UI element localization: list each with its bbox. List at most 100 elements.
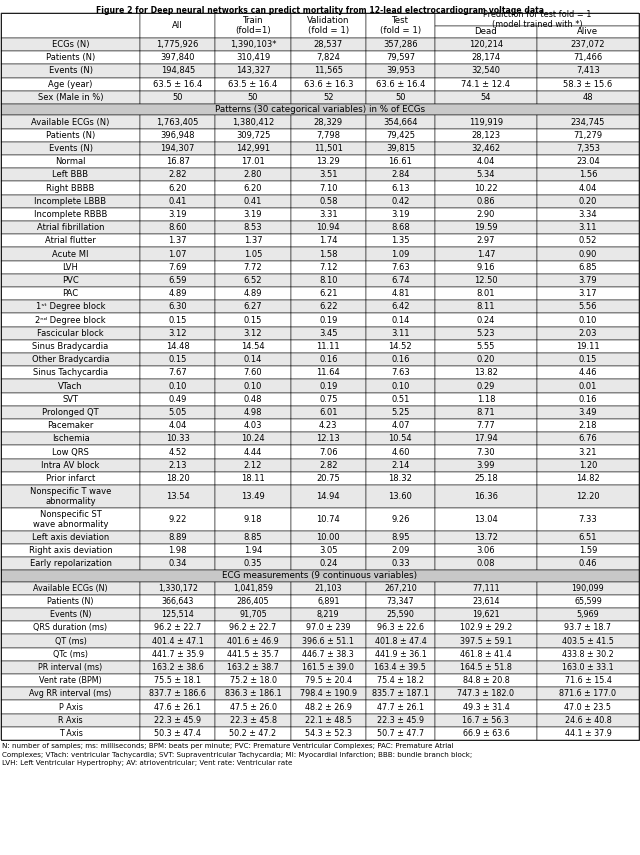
Text: 44.1 ± 37.9: 44.1 ± 37.9: [564, 729, 611, 738]
Text: Fascicular block: Fascicular block: [37, 329, 104, 338]
Text: 6.76: 6.76: [579, 434, 597, 444]
Bar: [1, 544, 140, 557]
Text: 8.01: 8.01: [477, 289, 495, 298]
Text: Nonspecific ST
wave abnormality: Nonspecific ST wave abnormality: [33, 510, 108, 528]
Bar: [216, 142, 291, 155]
Bar: [1, 674, 140, 687]
Bar: [435, 458, 537, 472]
Bar: [366, 608, 435, 622]
Text: 5.23: 5.23: [477, 329, 495, 338]
Bar: [140, 647, 216, 661]
Bar: [216, 287, 291, 300]
Bar: [216, 340, 291, 353]
Text: 20.75: 20.75: [316, 474, 340, 483]
Text: 4.89: 4.89: [168, 289, 187, 298]
Bar: [140, 472, 216, 485]
Text: 6,891: 6,891: [317, 597, 340, 606]
Text: 1,330,172: 1,330,172: [157, 584, 198, 593]
Text: N: number of samples; ms: milliseconds; BPM: beats per minute; PVC: Premature Ve: N: number of samples; ms: milliseconds; …: [2, 743, 454, 749]
Bar: [291, 300, 366, 314]
Bar: [140, 142, 216, 155]
Bar: [140, 445, 216, 458]
Text: 0.20: 0.20: [477, 355, 495, 364]
Text: 441.5 ± 35.7: 441.5 ± 35.7: [227, 650, 279, 658]
Bar: [537, 485, 639, 508]
Bar: [366, 142, 435, 155]
Bar: [537, 168, 639, 181]
Bar: [140, 608, 216, 622]
Text: 13.29: 13.29: [316, 157, 340, 166]
Bar: [1, 327, 140, 340]
Text: 0.51: 0.51: [391, 395, 410, 404]
Text: Nonspecific T wave
abnormality: Nonspecific T wave abnormality: [30, 487, 111, 506]
Bar: [435, 13, 639, 26]
Bar: [291, 261, 366, 274]
Text: 0.15: 0.15: [168, 355, 187, 364]
Bar: [366, 353, 435, 366]
Bar: [435, 700, 537, 714]
Bar: [1, 91, 140, 104]
Text: 63.6 ± 16.3: 63.6 ± 16.3: [303, 80, 353, 89]
Text: 798.4 ± 190.9: 798.4 ± 190.9: [300, 689, 357, 699]
Text: 1,763,405: 1,763,405: [157, 118, 199, 127]
Bar: [291, 78, 366, 91]
Bar: [366, 115, 435, 129]
Bar: [140, 115, 216, 129]
Text: 73,347: 73,347: [387, 597, 414, 606]
Text: 10.74: 10.74: [316, 515, 340, 523]
Bar: [1, 570, 639, 581]
Bar: [216, 234, 291, 247]
Text: 309,725: 309,725: [236, 131, 270, 140]
Bar: [291, 340, 366, 353]
Text: 433.8 ± 30.2: 433.8 ± 30.2: [562, 650, 614, 658]
Text: 6.27: 6.27: [244, 303, 262, 311]
Text: 39,815: 39,815: [386, 144, 415, 153]
Bar: [140, 458, 216, 472]
Bar: [366, 581, 435, 595]
Bar: [291, 647, 366, 661]
Bar: [435, 340, 537, 353]
Bar: [216, 714, 291, 727]
Bar: [537, 433, 639, 445]
Bar: [140, 168, 216, 181]
Bar: [435, 168, 537, 181]
Bar: [1, 608, 140, 622]
Text: Pacemaker: Pacemaker: [47, 422, 93, 430]
Bar: [291, 13, 366, 38]
Text: 6.85: 6.85: [579, 262, 597, 272]
Bar: [537, 261, 639, 274]
Text: 6.22: 6.22: [319, 303, 337, 311]
Bar: [366, 168, 435, 181]
Text: 163.2 ± 38.6: 163.2 ± 38.6: [152, 663, 204, 672]
Text: 79,597: 79,597: [386, 53, 415, 62]
Bar: [537, 508, 639, 530]
Bar: [1, 104, 639, 115]
Bar: [537, 445, 639, 458]
Text: 18.11: 18.11: [241, 474, 265, 483]
Text: 4.89: 4.89: [244, 289, 262, 298]
Text: 10.22: 10.22: [474, 184, 498, 192]
Bar: [537, 300, 639, 314]
Text: 234,745: 234,745: [571, 118, 605, 127]
Bar: [291, 353, 366, 366]
Bar: [537, 181, 639, 195]
Bar: [1, 274, 140, 287]
Bar: [1, 485, 140, 508]
Text: 1,041,859: 1,041,859: [233, 584, 273, 593]
Bar: [435, 208, 537, 221]
Text: 11.64: 11.64: [316, 369, 340, 377]
Bar: [291, 142, 366, 155]
Bar: [537, 714, 639, 727]
Bar: [216, 647, 291, 661]
Text: 4.23: 4.23: [319, 422, 337, 430]
Bar: [537, 274, 639, 287]
Text: Prediction for test fold = 1
(model trained with *): Prediction for test fold = 1 (model trai…: [483, 10, 591, 29]
Bar: [1, 142, 140, 155]
Bar: [435, 674, 537, 687]
Bar: [216, 78, 291, 91]
Text: 366,643: 366,643: [161, 597, 194, 606]
Text: 22.3 ± 45.9: 22.3 ± 45.9: [377, 716, 424, 725]
Bar: [366, 622, 435, 634]
Bar: [140, 64, 216, 78]
Text: 8.11: 8.11: [477, 303, 495, 311]
